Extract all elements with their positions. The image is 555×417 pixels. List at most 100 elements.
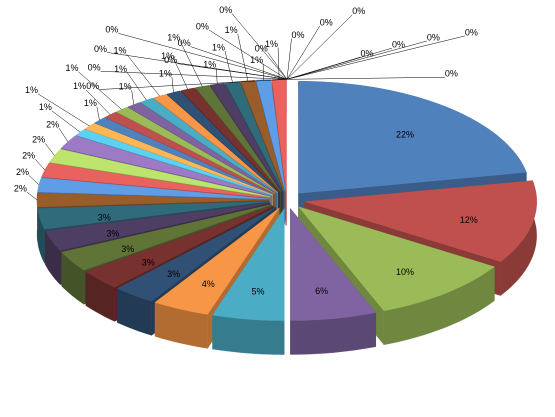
data-label: 1% <box>203 60 216 70</box>
data-label: 0% <box>320 17 333 27</box>
data-label: 0% <box>465 27 478 37</box>
data-label: 4% <box>202 279 215 289</box>
data-label: 6% <box>315 286 328 296</box>
data-label: 1% <box>25 85 38 95</box>
data-label: 1% <box>39 102 52 112</box>
leader-line <box>286 25 320 80</box>
leader-line <box>180 41 203 87</box>
slice-top <box>75 129 273 196</box>
slice-top <box>45 202 271 251</box>
leader-line <box>286 35 465 80</box>
data-label: 1% <box>265 39 278 49</box>
data-label: 5% <box>252 287 265 297</box>
leader-line <box>267 52 288 80</box>
slice-top <box>115 107 276 194</box>
slice-top <box>41 163 270 198</box>
slice-top <box>37 201 270 230</box>
data-label: 2% <box>14 183 27 193</box>
leader-line <box>99 79 288 90</box>
data-label: 0% <box>392 40 405 50</box>
slice-top <box>180 87 281 193</box>
leader-line <box>277 47 280 80</box>
data-label: 1% <box>161 51 174 61</box>
leader-line <box>118 33 288 80</box>
data-label: 2% <box>22 151 35 161</box>
slice-top <box>304 180 537 262</box>
data-label: 1% <box>159 69 172 79</box>
data-label: 22% <box>396 130 414 140</box>
leader-line <box>286 38 292 80</box>
slice-top <box>127 102 277 194</box>
leader-line <box>286 76 445 80</box>
slice-top <box>37 177 270 200</box>
leader-line <box>286 47 393 80</box>
leader-line <box>58 128 69 142</box>
slice-top <box>116 206 277 302</box>
leader-line <box>26 191 38 201</box>
data-label: 1% <box>225 25 238 35</box>
data-label: 0% <box>94 44 107 54</box>
slice <box>290 208 377 355</box>
leader-line <box>28 175 40 186</box>
data-label: 0% <box>360 48 373 58</box>
slice-top <box>298 81 527 194</box>
leader-line <box>232 13 288 80</box>
data-label: 0% <box>196 21 209 31</box>
slice-top <box>154 207 280 315</box>
data-label: 0% <box>88 63 101 73</box>
data-label: 3% <box>121 244 134 254</box>
data-label: 3% <box>167 269 180 279</box>
leader-line <box>286 14 353 80</box>
leader-line <box>126 72 147 101</box>
leader-line <box>78 71 122 110</box>
leader-line <box>131 90 135 105</box>
leader-line <box>126 53 160 97</box>
leader-line <box>224 50 233 83</box>
slice-top <box>256 79 286 192</box>
leader-line <box>190 46 288 80</box>
data-label: 1% <box>114 64 127 74</box>
leader-line <box>177 63 288 80</box>
slice <box>154 207 280 349</box>
data-label: 1% <box>73 81 86 91</box>
data-label: 1% <box>84 98 97 108</box>
slice-top <box>61 204 272 271</box>
slice-top <box>84 123 273 195</box>
data-label: 10% <box>396 267 414 277</box>
slice-top <box>240 80 285 192</box>
slice-top <box>212 208 285 321</box>
slice-top <box>298 206 495 311</box>
data-label: 0% <box>352 6 365 16</box>
slice-top <box>49 148 271 197</box>
slice-top <box>290 208 377 321</box>
data-label: 0% <box>86 81 99 91</box>
leader-line <box>37 93 90 127</box>
data-label: 1% <box>114 46 127 56</box>
leader-line <box>100 71 288 80</box>
data-label: 12% <box>460 215 478 225</box>
slice-top <box>85 205 274 288</box>
data-label: 0% <box>219 5 232 15</box>
data-label: 1% <box>119 82 132 92</box>
leader-line <box>51 110 81 133</box>
leader-line <box>208 29 288 80</box>
data-label: 0% <box>178 38 191 48</box>
data-label: 0% <box>427 32 440 42</box>
data-label: 2% <box>16 167 29 177</box>
leader-line <box>96 106 100 121</box>
data-label: 1% <box>167 33 180 43</box>
leader-line <box>173 59 188 90</box>
slice-top <box>104 112 275 195</box>
data-label: 0% <box>105 25 118 35</box>
slice-side <box>212 314 285 355</box>
leader-line <box>34 158 46 171</box>
data-label: 0% <box>292 30 305 40</box>
data-label: 2% <box>46 120 59 130</box>
data-label: 2% <box>32 135 45 145</box>
data-label: 3% <box>142 257 155 267</box>
data-label: 0% <box>164 55 177 65</box>
leader-line <box>286 40 427 80</box>
slice <box>212 208 285 355</box>
data-label: 0% <box>445 69 458 79</box>
